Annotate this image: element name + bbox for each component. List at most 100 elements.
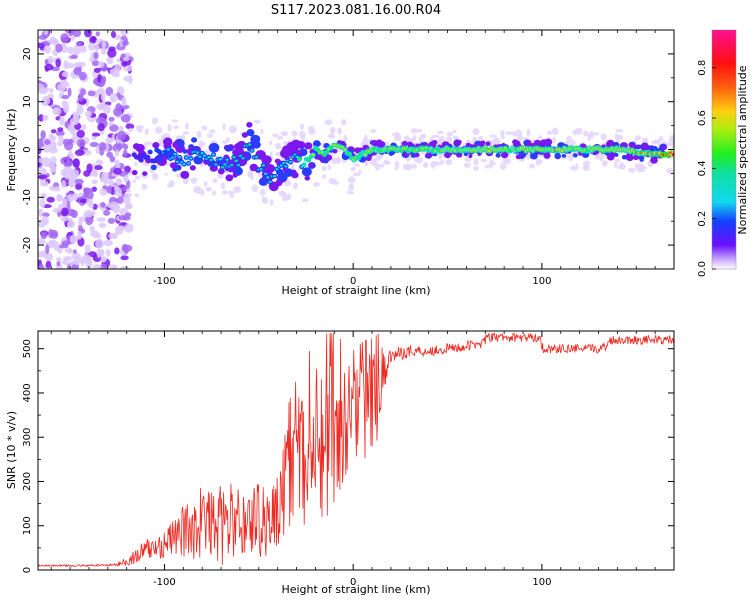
spectrum-ridge-blob — [131, 170, 138, 176]
spectrum-noise-blob — [109, 92, 118, 103]
spectrum-ridge-blob — [606, 139, 615, 147]
spectrum-noise-blob — [48, 228, 54, 239]
spectrum-noise-blob — [69, 117, 79, 126]
spectrum-haze-blob — [127, 128, 134, 133]
spectrum-ridge-blob — [463, 151, 469, 157]
spectrum-noise-blob — [95, 238, 104, 249]
spectrum-noise-blob — [38, 114, 44, 122]
spectrum-haze-blob — [600, 133, 607, 141]
spectrum-ridge-core — [284, 165, 288, 168]
spectrum-ridge-core — [250, 149, 254, 152]
spectrum-noise-blob — [67, 87, 72, 97]
spectrum-haze-blob — [473, 158, 479, 166]
spectrum-haze-blob — [250, 173, 254, 181]
spectrum-haze-blob — [164, 172, 168, 176]
spectrum-noise-blob — [124, 212, 132, 218]
spectrum-noise-blob — [60, 33, 70, 43]
spectrum-noise-blob — [42, 95, 51, 105]
spectrum-noise-blob — [117, 196, 124, 204]
spectrum-noise-blob — [51, 186, 61, 192]
spectrum-haze-blob — [353, 163, 360, 167]
spectrum-ridge-core — [288, 161, 293, 164]
spectrum-noise-blob — [76, 105, 84, 115]
spectrum-noise-blob — [43, 30, 49, 35]
spectrum-ridge-blob — [628, 156, 634, 161]
spectrum-ridge-core — [356, 156, 361, 160]
spectrum-noise-blob — [76, 41, 83, 47]
spectrum-noise-blob — [98, 249, 104, 256]
spectrum-haze-blob — [259, 189, 266, 196]
spectrum-noise-blob — [72, 192, 78, 201]
spectrum-ridge-blob — [265, 164, 276, 173]
spectrum-haze-blob — [321, 165, 328, 172]
spectrum-haze-blob — [135, 175, 141, 180]
spectrum-haze-blob — [546, 130, 553, 136]
spectrum-ridge-blob — [172, 141, 180, 149]
spectrum-ridge — [131, 142, 674, 185]
spectrum-noise-blob — [63, 255, 73, 262]
snr-y-ticks: 0 100 200 300 400 500 — [22, 339, 674, 573]
spectrum-haze-blob — [278, 190, 286, 197]
spectrum-ridge-blob — [529, 152, 538, 160]
snr-x-ticks: -100 0 100 — [50, 331, 675, 588]
spectrum-noise-blob — [73, 255, 80, 266]
spectrum-noise-blob — [57, 127, 64, 132]
spectrum-haze-blob — [260, 129, 264, 135]
spectrum-haze-blob — [291, 163, 295, 171]
spectrum-noise-blob — [107, 217, 116, 224]
spectrum-x-axis-label: Height of straight line (km) — [281, 284, 430, 297]
spectrum-noise-blob — [61, 71, 70, 78]
spectrum-ridge-core — [325, 150, 329, 154]
spectrum-ridge-blob — [495, 153, 501, 158]
spectrum-noise-blob — [125, 179, 131, 189]
spectrum-noise-blob — [72, 158, 80, 168]
spectrum-ridge-blob — [523, 140, 528, 145]
spectrum-noise-blob — [65, 160, 73, 167]
spectrum-ridge-blob — [304, 142, 313, 150]
spectrum-haze-blob — [505, 131, 513, 135]
spectrum-noise-blob — [118, 214, 128, 221]
spectrum-noise-blob — [84, 209, 95, 218]
spectrum-noise-blob — [118, 125, 124, 132]
spectrum-noise-blob — [74, 149, 85, 156]
spectrum-haze-blob — [620, 164, 626, 170]
spectrum-noise-blob — [86, 163, 93, 174]
spectrum-ridge-blob — [236, 148, 245, 155]
spectrum-ridge-blob — [554, 153, 562, 160]
spectrum-haze-blob — [167, 124, 172, 132]
y-tick-label: 200 — [22, 472, 33, 491]
spectrum-x-ticks: -100 0 100 — [50, 30, 675, 287]
spectrum-noise-blob — [51, 231, 58, 237]
spectrum-noise-blob — [38, 251, 45, 258]
spectrum-haze-blob — [221, 190, 228, 195]
spectrum-noise-blob — [109, 124, 119, 132]
spectrum-noise-blob — [123, 75, 132, 82]
spectrum-noise-blob — [99, 103, 106, 111]
spectrum-haze-blob — [321, 174, 327, 179]
spectrum-noise-blob — [74, 61, 82, 68]
spectrum-haze-blob — [375, 164, 381, 171]
spectrum-haze-blob — [261, 195, 265, 204]
spectrum-haze-blob — [225, 137, 230, 143]
spectrum-noise-blob — [61, 207, 69, 217]
spectrum-noise-blob — [78, 216, 83, 227]
spectrum-noise-blob — [45, 260, 52, 269]
spectrum-ridge-core — [196, 151, 200, 154]
x-tick-label: 100 — [532, 276, 551, 287]
spectrum-haze-blob — [383, 160, 391, 165]
spectrum-haze-blob — [657, 138, 661, 147]
spectrum-noise-blob — [38, 238, 46, 246]
spectrum-haze-blob — [275, 142, 282, 150]
spectrum-ridge-blob — [633, 155, 639, 161]
spectrum-noise-blob — [73, 66, 82, 76]
x-tick-label: -100 — [153, 276, 176, 287]
spectrum-noise-blob — [66, 220, 76, 228]
spectrum-ridge-core — [177, 155, 182, 159]
spectrum-ridge-blob — [316, 153, 323, 160]
spectrum-ridge-core — [182, 163, 186, 166]
spectrum-noise-blob — [109, 201, 119, 211]
spectrum-noise-blob — [105, 178, 113, 184]
spectrum-noise-blob — [74, 178, 84, 185]
spectrum-haze-blob — [370, 129, 377, 133]
